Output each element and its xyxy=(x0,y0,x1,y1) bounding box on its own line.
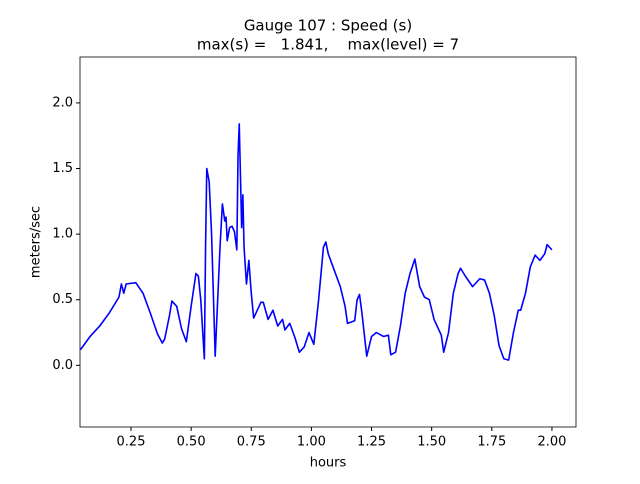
y-tick-label: 1.5 xyxy=(52,161,73,176)
y-tick-label: 1.0 xyxy=(52,227,73,242)
y-tick-label: 0.0 xyxy=(52,358,73,373)
x-tick-label: 0.25 xyxy=(117,435,146,450)
chart-subtitle: max(s) = 1.841, max(level) = 7 xyxy=(197,36,459,54)
x-tick-label: 1.00 xyxy=(297,435,326,450)
plot-frame xyxy=(79,56,577,428)
x-tick-label: 0.50 xyxy=(177,435,206,450)
x-axis-label: hours xyxy=(310,456,347,471)
data-line xyxy=(79,123,553,361)
x-tick-label: 0.75 xyxy=(237,435,266,450)
y-axis-label: meters/sec xyxy=(29,206,44,278)
chart-title: Gauge 107 : Speed (s) xyxy=(244,17,412,35)
y-tick-label: 2.0 xyxy=(52,95,73,110)
y-tick-label: 0.5 xyxy=(52,292,73,307)
x-tick-label: 1.75 xyxy=(477,435,506,450)
x-tick-label: 1.50 xyxy=(417,435,446,450)
x-tick-label: 2.00 xyxy=(537,435,566,450)
x-tick-label: 1.25 xyxy=(357,435,386,450)
